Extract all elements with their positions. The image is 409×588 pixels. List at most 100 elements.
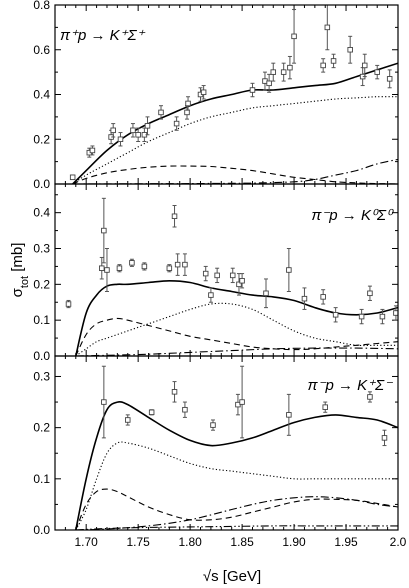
data-point — [239, 273, 245, 289]
data-point — [263, 278, 269, 309]
data-point — [361, 53, 368, 78]
panel-1: 0.0 0.2 0.4 0.6 0.8 π⁺p → K⁺Σ⁺ — [33, 0, 399, 191]
data-point — [374, 64, 380, 80]
curve-solid — [75, 400, 398, 530]
data-point — [101, 197, 107, 264]
data-marker — [280, 69, 287, 75]
curve-dashdot — [75, 347, 398, 356]
data-marker — [236, 281, 242, 288]
x-tick-label: 1.80 — [178, 535, 202, 549]
x-tick-label: 1.75 — [126, 535, 150, 549]
reaction-label: π⁻p → K⁰Σ⁰ — [311, 207, 394, 224]
x-tick-label: 1.95 — [334, 535, 358, 549]
data-point — [158, 105, 164, 120]
data-marker — [125, 417, 131, 423]
data-marker — [229, 272, 236, 279]
x-tick-label: 1.90 — [282, 535, 306, 549]
y-tick-label: 0.0 — [33, 523, 50, 537]
y-tick-label: 0.0 — [33, 177, 50, 191]
curve-dashdot — [75, 496, 398, 530]
data-marker — [182, 406, 188, 413]
data-point — [65, 299, 72, 309]
data-marker — [367, 394, 373, 400]
data-point — [185, 96, 191, 111]
y-tick-label: 0.4 — [33, 206, 50, 220]
model-curves — [75, 400, 398, 530]
data-point — [236, 273, 242, 296]
data-point — [347, 35, 353, 64]
data-marker — [69, 174, 76, 181]
data-point — [99, 256, 105, 280]
data-marker — [210, 422, 216, 428]
data-marker — [101, 227, 107, 234]
model-curves — [75, 279, 398, 356]
data-marker — [89, 147, 96, 154]
data-marker — [158, 109, 164, 116]
x-tick-label: 1.70 — [75, 535, 99, 549]
y-tick-label: 0.1 — [33, 313, 50, 327]
data-point — [280, 62, 287, 82]
y-axis-ticks: 0.0 0.1 0.2 0.3 0.4 — [33, 194, 398, 363]
data-point — [291, 8, 297, 64]
data-marker — [287, 64, 293, 71]
data-marker — [367, 290, 373, 297]
y-tick-label: 0.3 — [33, 242, 50, 256]
data-point — [249, 82, 256, 98]
data-point — [393, 305, 398, 321]
data-marker — [208, 292, 214, 298]
data-marker — [393, 310, 398, 316]
data-marker — [141, 263, 148, 270]
data-marker — [381, 435, 388, 441]
data-point — [239, 365, 245, 439]
data-points — [101, 365, 388, 447]
data-marker — [214, 272, 220, 279]
y-tick-label: 0.8 — [33, 0, 50, 12]
data-marker — [361, 62, 368, 69]
data-marker — [65, 301, 72, 307]
panel-2: 0.0 0.1 0.2 0.3 0.4 π⁻p → K⁰Σ⁰ — [33, 183, 399, 363]
data-marker — [104, 267, 110, 273]
data-marker — [135, 132, 141, 138]
data-point — [141, 262, 148, 271]
data-marker — [266, 80, 272, 87]
curve-dotted — [72, 96, 398, 184]
data-marker — [202, 270, 209, 277]
data-marker — [301, 295, 308, 302]
data-point — [324, 5, 331, 51]
data-marker — [99, 265, 105, 271]
x-tick-label: 2.0 — [390, 535, 407, 549]
data-point — [381, 429, 388, 447]
data-marker — [171, 213, 178, 219]
data-point — [367, 285, 373, 301]
data-point — [69, 174, 76, 181]
data-marker — [374, 69, 380, 75]
data-point — [135, 127, 141, 142]
data-point — [358, 308, 365, 325]
data-point — [171, 381, 178, 403]
data-point — [322, 401, 328, 413]
panel-3: 1.70 1.75 1.80 1.85 1.90 1.95 2.0 0.0 0.1 0.2 0.3 π… — [33, 355, 407, 549]
data-marker — [101, 399, 107, 405]
data-marker — [129, 260, 135, 266]
data-point — [200, 85, 207, 100]
curve-dotted — [75, 302, 398, 356]
data-marker — [358, 313, 365, 320]
data-point — [104, 248, 110, 292]
curve-dotted — [75, 441, 398, 530]
data-marker — [332, 312, 339, 318]
y-tick-label: 0.2 — [33, 421, 50, 435]
x-tick-label: 1.85 — [230, 535, 254, 549]
data-marker — [116, 265, 123, 271]
data-point — [286, 393, 292, 436]
data-points — [69, 5, 393, 181]
data-marker — [173, 120, 180, 127]
data-point — [330, 53, 337, 69]
data-point — [229, 267, 236, 284]
data-point — [270, 62, 277, 82]
curve-dashed — [75, 317, 398, 356]
data-point — [320, 58, 326, 73]
data-point — [148, 409, 155, 416]
data-point — [214, 267, 220, 284]
y-tick-label: 0.3 — [33, 369, 50, 383]
